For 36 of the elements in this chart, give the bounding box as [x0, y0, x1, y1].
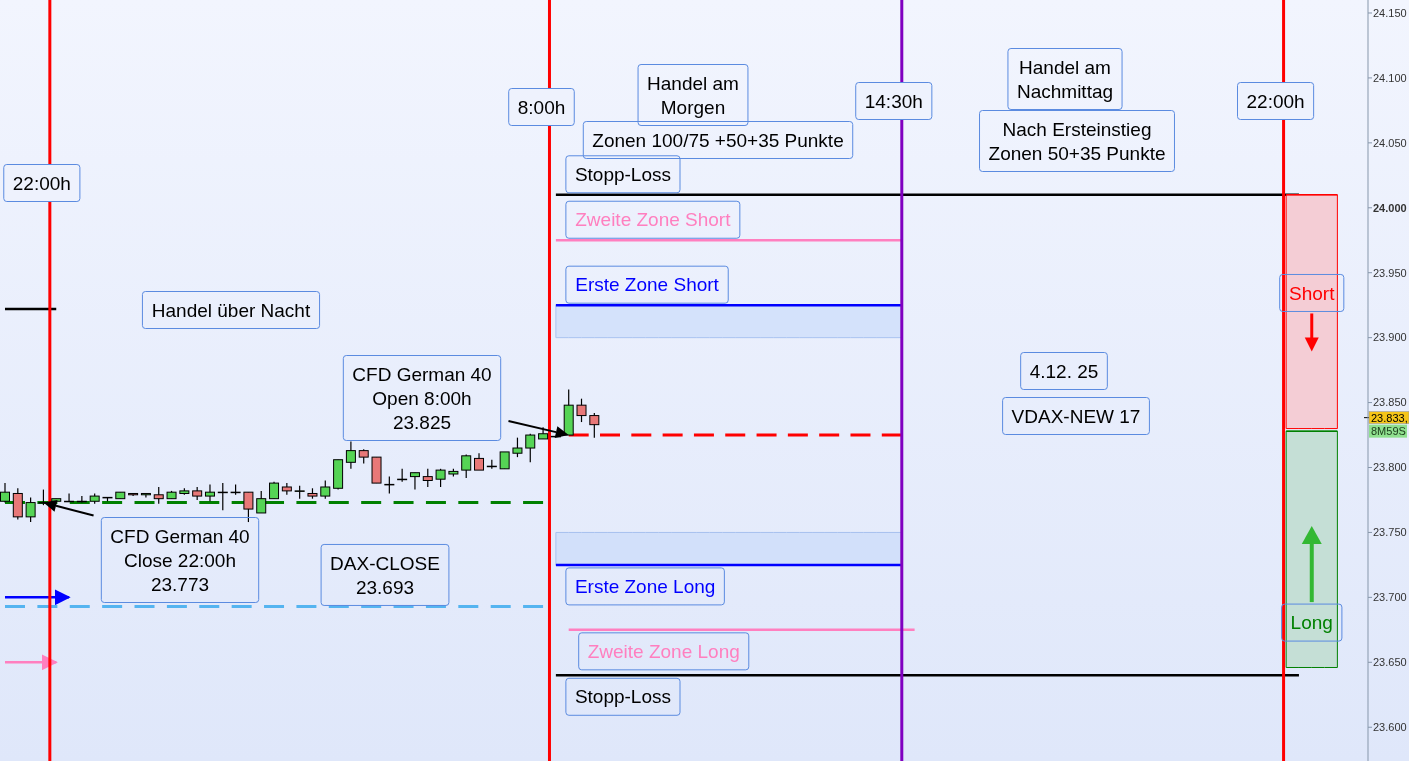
annotation: 22:00h [12, 172, 71, 194]
text: Long [1290, 612, 1333, 634]
annotation: 8:00h [517, 96, 566, 118]
series-label: Stopp-Loss [574, 163, 672, 185]
annotation: 4.12. 25 [1029, 360, 1099, 382]
y-tick-label: 23.600 [1373, 721, 1407, 734]
annotation: CFD German 40 Close 22:00h 23.773 [110, 525, 250, 595]
y-tick-label: 23.750 [1373, 526, 1407, 539]
y-tick-label: 23.650 [1373, 656, 1407, 669]
series-label: Erste Zone Long [574, 576, 716, 598]
text: Short [1289, 282, 1336, 304]
annotation: Handel am Morgen [647, 72, 739, 118]
series-label: Zweite Zone Short [575, 209, 732, 231]
annotation: 14:30h [864, 90, 923, 112]
y-tick-label: 23.800 [1373, 461, 1407, 474]
annotation: DAX-CLOSE 23.693 [330, 552, 440, 598]
y-tick-label: 24.150 [1373, 6, 1407, 19]
y-tick-label: 24.050 [1373, 136, 1407, 149]
series-label: Stopp-Loss [574, 686, 672, 708]
text: 8M59S [1371, 425, 1406, 437]
y-tick-label: 23.950 [1373, 266, 1407, 279]
annotation: Nach Ersteinstieg Zonen 50+35 Punkte [988, 118, 1166, 164]
y-tick-label: 24.000 [1373, 201, 1407, 214]
annotation: Handel am Nachmittag [1016, 56, 1114, 102]
y-tick-label: 23.900 [1373, 331, 1407, 344]
annotation: Handel über Nacht [151, 299, 311, 321]
annotation: Zonen 100/75 +50+35 Punkte [592, 129, 844, 151]
y-tick-label: 23.850 [1373, 396, 1407, 409]
annotation: 22:00h [1246, 90, 1305, 112]
annotation: CFD German 40 Open 8:00h 23.825 [352, 363, 492, 433]
annotation: VDAX-NEW 17 [1011, 405, 1141, 427]
series-label: Erste Zone Short [575, 274, 720, 296]
y-tick-label: 24.100 [1373, 71, 1407, 84]
text: 23.833, [1371, 411, 1408, 424]
series-label: Zweite Zone Long [587, 640, 740, 662]
y-tick-label: 23.700 [1373, 591, 1407, 604]
